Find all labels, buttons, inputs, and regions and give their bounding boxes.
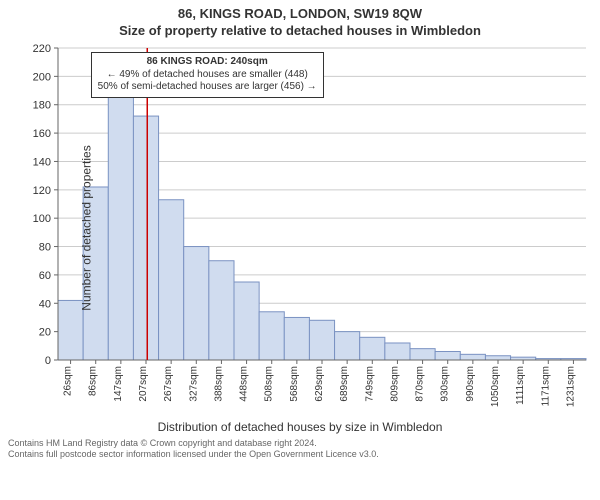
title-line1: 86, KINGS ROAD, LONDON, SW19 8QW — [0, 6, 600, 21]
svg-text:1050sqm: 1050sqm — [490, 366, 501, 407]
annotation-line2: ← 49% of detached houses are smaller (44… — [98, 69, 317, 82]
svg-text:1231sqm: 1231sqm — [565, 366, 576, 407]
svg-text:207sqm: 207sqm — [138, 366, 149, 402]
annotation-box: 86 KINGS ROAD: 240sqm ← 49% of detached … — [91, 52, 324, 98]
svg-text:689sqm: 689sqm — [339, 366, 350, 402]
svg-text:40: 40 — [39, 298, 51, 310]
svg-text:1171sqm: 1171sqm — [540, 366, 551, 406]
svg-text:86sqm: 86sqm — [88, 366, 99, 396]
svg-text:120: 120 — [33, 185, 51, 197]
svg-text:990sqm: 990sqm — [465, 366, 476, 402]
svg-text:220: 220 — [33, 43, 51, 55]
y-axis-label: Number of detached properties — [80, 145, 94, 310]
chart-area: Number of detached properties 0 20 40 60 80 1… — [0, 38, 600, 418]
svg-text:20: 20 — [39, 327, 51, 339]
svg-text:809sqm: 809sqm — [389, 366, 400, 402]
svg-text:930sqm: 930sqm — [440, 366, 451, 402]
svg-text:629sqm: 629sqm — [314, 366, 325, 402]
svg-text:80: 80 — [39, 242, 51, 254]
svg-text:26sqm: 26sqm — [63, 366, 74, 396]
svg-text:160: 160 — [33, 128, 51, 140]
svg-text:147sqm: 147sqm — [113, 366, 124, 402]
svg-text:749sqm: 749sqm — [364, 366, 375, 402]
svg-text:388sqm: 388sqm — [213, 366, 224, 402]
svg-text:140: 140 — [33, 156, 51, 168]
svg-text:180: 180 — [33, 100, 51, 112]
title-line2: Size of property relative to detached ho… — [0, 23, 600, 38]
svg-text:870sqm: 870sqm — [415, 366, 426, 402]
annotation-line1: 86 KINGS ROAD: 240sqm — [98, 56, 317, 69]
annotation-line3: 50% of semi-detached houses are larger (… — [98, 81, 317, 94]
chart-title-block: 86, KINGS ROAD, LONDON, SW19 8QW Size of… — [0, 0, 600, 38]
svg-text:448sqm: 448sqm — [239, 366, 250, 402]
x-axis-label: Distribution of detached houses by size … — [0, 420, 600, 434]
svg-text:1111sqm: 1111sqm — [515, 366, 526, 405]
footer-line1: Contains HM Land Registry data © Crown c… — [8, 438, 592, 449]
svg-text:327sqm: 327sqm — [188, 366, 199, 402]
svg-text:0: 0 — [45, 355, 51, 367]
svg-text:568sqm: 568sqm — [289, 366, 300, 402]
svg-text:267sqm: 267sqm — [163, 366, 174, 402]
footer-line2: Contains full postcode sector informatio… — [8, 449, 592, 460]
footer-block: Contains HM Land Registry data © Crown c… — [0, 434, 600, 461]
svg-text:200: 200 — [33, 71, 51, 83]
svg-text:508sqm: 508sqm — [264, 366, 275, 402]
svg-text:100: 100 — [33, 213, 51, 225]
svg-text:60: 60 — [39, 270, 51, 282]
